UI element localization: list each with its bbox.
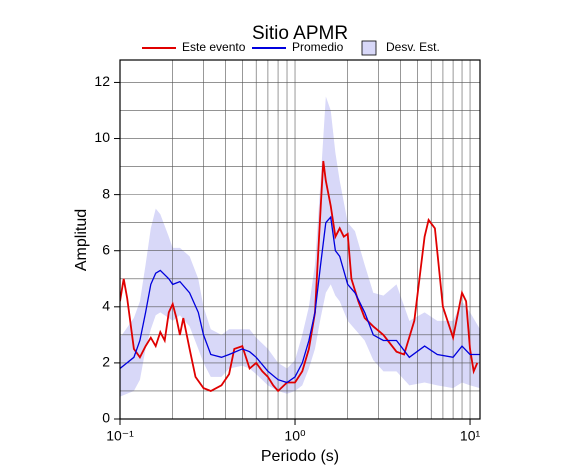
y-tick-label: 10	[94, 129, 110, 145]
plot-area	[120, 60, 480, 419]
legend-label: Este evento	[182, 40, 246, 54]
legend-label: Desv. Est.	[386, 40, 440, 54]
legend-swatch	[361, 40, 377, 56]
legend: Este evento Promedio Desv. Est.	[142, 40, 440, 56]
y-tick-label: 6	[102, 241, 110, 257]
x-tick-label: 10⁻¹	[106, 428, 134, 444]
y-tick-label: 0	[102, 410, 110, 426]
std-band	[120, 96, 480, 397]
series-line	[120, 215, 480, 384]
x-axis-label: Periodo (s)	[261, 448, 339, 465]
y-tick-label: 2	[102, 354, 110, 370]
y-tick-label: 4	[102, 298, 110, 314]
chart-title: Sitio APMR	[252, 23, 348, 44]
plot-frame	[119, 59, 481, 420]
x-tick-label: 10⁰	[284, 428, 306, 444]
legend-label: Promedio	[292, 40, 344, 54]
y-tick-label: 8	[102, 185, 110, 201]
y-tick-label: 12	[94, 73, 110, 89]
y-axis-label: Amplitud	[73, 209, 90, 271]
x-tick-label: 10¹	[460, 428, 481, 444]
series-line	[120, 160, 479, 393]
